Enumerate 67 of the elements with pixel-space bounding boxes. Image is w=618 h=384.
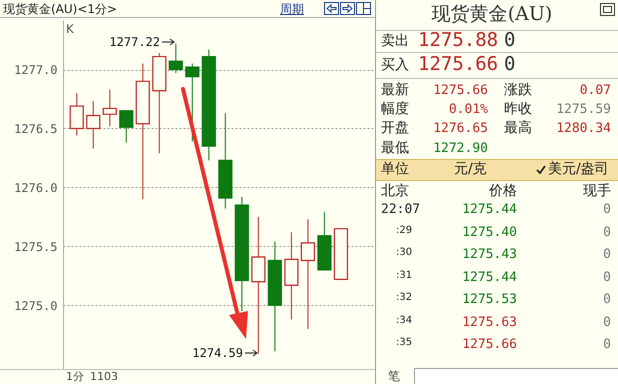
candlestick <box>119 110 134 144</box>
y-tick-label: 1276.0 <box>14 180 58 195</box>
text: 单位 <box>381 161 409 177</box>
text: 昨收 <box>504 101 532 117</box>
text: 1275.66 <box>418 53 498 75</box>
candlestick <box>102 89 117 127</box>
text: 最低 <box>381 140 409 156</box>
text: 1275.43 <box>462 247 517 262</box>
chart-title: 现货黄金(AU)<1分> <box>3 2 118 16</box>
text: 0 <box>504 53 516 75</box>
candlestick <box>300 218 316 330</box>
candlestick <box>86 100 100 150</box>
text: 1275.66 <box>462 337 517 352</box>
annotation: 1277.22 <box>109 35 160 49</box>
text: 元/克 <box>454 161 487 177</box>
text: 买入 <box>381 57 409 73</box>
text: 0 <box>603 247 611 262</box>
text: :32 <box>396 292 412 303</box>
text: 0 <box>603 314 611 330</box>
text: 1275.53 <box>462 292 517 307</box>
text: 0.07 <box>580 83 611 98</box>
text: 最高 <box>504 120 532 136</box>
text: :31 <box>396 270 412 280</box>
text: :29 <box>396 224 412 236</box>
text: :34 <box>396 314 412 326</box>
text: 1275.63 <box>462 314 517 330</box>
text: 22:07 <box>381 202 420 217</box>
text: 周期 <box>280 2 304 16</box>
text: 0 <box>603 337 611 352</box>
text: 北京 <box>381 183 409 199</box>
text: 1分 <box>66 370 84 383</box>
text: 1280.34 <box>556 121 611 136</box>
text: 0 <box>603 270 611 284</box>
y-tick-label: 1275.0 <box>14 298 58 313</box>
text: 最新 <box>381 82 409 98</box>
text: :30 <box>396 247 412 258</box>
text: 0 <box>504 29 516 51</box>
text: 卖出 <box>381 33 409 49</box>
text: 1276.65 <box>433 121 488 136</box>
text: 1275.44 <box>462 270 517 284</box>
text: 幅度 <box>381 101 409 117</box>
text: 开盘 <box>381 120 409 136</box>
text: 0 <box>603 202 611 217</box>
text: 美元/盎司 <box>548 161 609 177</box>
text: :35 <box>396 337 412 348</box>
text: 1275.40 <box>462 224 517 240</box>
text: 1275.66 <box>433 83 488 98</box>
text: 1103 <box>90 370 118 383</box>
text: 0.01% <box>448 102 488 117</box>
y-tick-label: 1277.0 <box>14 63 58 78</box>
annotation: 1274.59 <box>192 346 243 360</box>
text: 笔 <box>388 369 400 383</box>
candlestick <box>168 43 183 74</box>
text: 现货黄金(AU) <box>430 3 554 25</box>
y-tick-label: 1275.5 <box>14 240 58 254</box>
text: 1272.90 <box>433 141 488 156</box>
text: 1275.88 <box>418 29 498 51</box>
annotation: K <box>66 22 74 36</box>
y-tick-label: 1276.5 <box>14 122 58 136</box>
candlestick <box>70 92 84 136</box>
text: 0 <box>603 224 611 240</box>
text: 0 <box>603 292 611 307</box>
text: 1275.44 <box>462 202 517 217</box>
text: 1275.59 <box>556 102 611 117</box>
text: 价格 <box>489 183 517 199</box>
text: 现手 <box>583 183 611 199</box>
text: 涨跌 <box>504 82 532 98</box>
